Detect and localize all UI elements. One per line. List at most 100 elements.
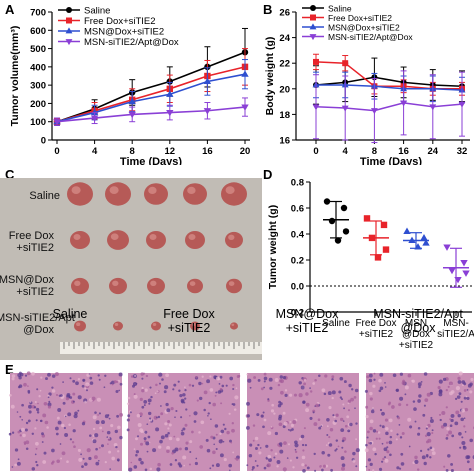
cell-nucleus [262,411,265,414]
cell-nucleus [77,409,80,412]
cell-nucleus [342,403,345,406]
cell-nucleus [14,448,19,452]
cell-nucleus [465,455,470,460]
cell-nucleus [145,441,150,446]
cell-nucleus [458,392,462,396]
cell-nucleus [309,387,311,389]
cell-nucleus [200,420,205,425]
data-point [312,104,320,111]
cell-nucleus [21,403,24,407]
cell-nucleus [193,411,198,416]
cell-nucleus [381,425,385,429]
cell-nucleus [232,383,235,387]
cell-nucleus [141,386,144,390]
cell-nucleus [16,411,19,413]
cell-nucleus [263,376,268,381]
cell-nucleus [274,452,278,456]
cell-nucleus [155,427,160,432]
cell-nucleus [372,384,376,388]
cell-nucleus [224,427,227,431]
cell-nucleus [39,389,42,392]
cell-nucleus [146,423,149,426]
tumor-highlight [71,186,81,194]
cell-nucleus [73,445,76,449]
cell-nucleus [389,435,393,439]
cell-nucleus [11,466,14,468]
cell-nucleus [169,463,173,466]
cell-nucleus [140,429,144,434]
cell-nucleus [107,443,109,445]
cell-nucleus [71,441,75,444]
data-point [400,100,408,107]
cell-nucleus [469,382,473,387]
cell-nucleus [388,401,392,405]
tumor-weight-chart: -0.2 0.0 0.2 0.4 0.6 0.8 Tumor weight (g) Salin… [267,178,474,352]
cell-nucleus [159,439,163,444]
cell-nucleus [416,468,420,471]
cell-nucleus [219,453,224,458]
cell-nucleus [107,438,111,441]
cell-nucleus [60,394,63,397]
cell-nucleus [431,431,434,435]
cell-nucleus [384,418,389,422]
cell-nucleus [246,373,249,376]
cell-nucleus [157,415,161,419]
cell-nucleus [287,428,290,431]
cell-nucleus [135,450,140,454]
series-line [315,76,463,87]
tumor [109,277,127,295]
cell-nucleus [259,447,262,449]
cell-nucleus [234,457,237,460]
cell-nucleus [455,410,460,415]
cell-nucleus [167,420,171,423]
cell-nucleus [164,385,169,390]
cell-nucleus [136,435,140,438]
cell-nucleus [174,416,176,419]
tumor [147,277,165,295]
cell-nucleus [326,434,329,436]
cell-nucleus [29,401,32,403]
cell-nucleus [144,388,148,392]
cell-nucleus [57,408,62,412]
cell-nucleus [322,464,327,468]
cell-nucleus [19,434,22,437]
cell-nucleus [86,373,90,377]
cell-nucleus [132,384,135,388]
tumor [67,182,93,206]
y-axis-title: Tumor volume(mm³) [9,26,21,127]
cell-nucleus [407,373,412,378]
cell-nucleus [367,430,370,434]
cell-nucleus [438,389,443,393]
cell-nucleus [137,423,142,427]
cell-nucleus [368,378,373,383]
cell-nucleus [233,408,237,411]
cell-nucleus [101,430,104,433]
cell-nucleus [66,392,71,397]
histology-label: Saline [52,307,88,321]
cell-nucleus [41,441,44,443]
cell-nucleus [184,423,188,427]
cell-nucleus [431,451,436,456]
cell-nucleus [40,376,43,379]
data-point [429,104,437,111]
cell-nucleus [31,432,34,435]
cell-nucleus [383,456,387,459]
cell-nucleus [89,381,94,385]
cell-nucleus [213,375,217,379]
cell-nucleus [23,382,27,387]
cell-nucleus [384,382,386,384]
cell-nucleus [306,466,310,470]
tumor-highlight [109,186,119,194]
cell-nucleus [147,435,151,439]
cell-nucleus [450,462,454,466]
cell-nucleus [81,422,86,426]
cell-nucleus [254,436,259,441]
legend-label: MSN@Dox+siTIE2 [328,23,400,33]
tumor [105,182,131,206]
x-tick-label: 8 [372,146,377,157]
cell-nucleus [301,463,305,467]
cell-nucleus [97,374,100,377]
cell-nucleus [128,467,133,472]
cell-nucleus [117,459,120,462]
data-point [241,70,249,77]
